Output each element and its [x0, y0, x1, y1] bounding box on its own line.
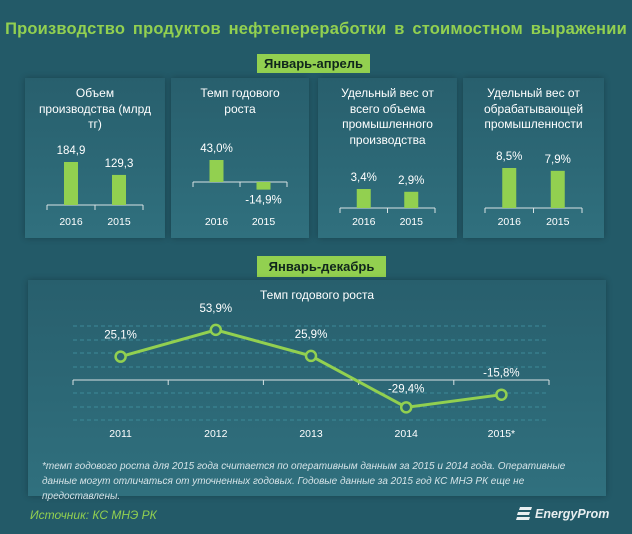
data-label: 8,5% — [496, 151, 522, 163]
x-tick-label: 2016 — [205, 216, 229, 228]
x-tick-label: 2014 — [395, 428, 419, 440]
bar-panel-2: Темп годового роста 43,0% 2016 -14,9% 2015 — [171, 78, 309, 238]
x-tick-label: 2016 — [59, 216, 83, 228]
panel-title: Темп годового роста — [200, 86, 280, 116]
bar-chart: 8,5% 2016 7,9% 2015 — [484, 151, 583, 228]
data-label: -15,8% — [483, 368, 519, 380]
bar-2016 — [64, 162, 78, 205]
data-label: 2,9% — [398, 175, 424, 187]
bar-chart: 43,0% 2016 -14,9% 2015 — [192, 143, 288, 228]
bar-2015 — [550, 170, 565, 208]
data-point-2013 — [304, 349, 318, 363]
logo-text: EnergyProm — [535, 506, 610, 521]
x-tick-label: 2015 — [252, 216, 276, 228]
x-tick-label: 2016 — [498, 216, 522, 228]
data-label: 25,9% — [295, 329, 328, 341]
bar-2015 — [112, 174, 126, 205]
line-chart-title: Темп годового роста — [259, 288, 375, 302]
data-point-2015* — [495, 388, 508, 401]
page-title: Производство продуктов нефтепереработки … — [5, 20, 627, 38]
x-tick-label: 2016 — [352, 216, 376, 228]
energyprom-logo: EnergyProm — [516, 506, 609, 521]
data-label: 3,4% — [351, 172, 377, 184]
data-point-2011 — [114, 350, 127, 363]
data-label: 43,0% — [200, 143, 233, 155]
line-chart: 25,1% 2011 53,9% 2012 25,9% 2013 -29,4% 2014 -15… — [72, 303, 550, 440]
x-tick-label: 2015 — [107, 216, 131, 228]
data-point-2014 — [399, 401, 413, 414]
line-chart-panel: Темп годового роста 25,1% 2011 53,9% 2012 25… — [28, 280, 606, 502]
panel-title: Удельный вес от всего объема промышленно… — [341, 86, 434, 147]
x-tick-label: 2011 — [109, 428, 132, 440]
logo-stripes-icon — [516, 507, 532, 520]
panel-title: Удельный вес от обрабатывающей промышлен… — [483, 86, 584, 131]
bar-panel-3: Удельный вес от всего объема промышленно… — [318, 78, 457, 238]
data-label: 129,3 — [105, 158, 134, 170]
x-tick-label: 2013 — [299, 428, 323, 440]
bar-chart: 184,9 2016 129,3 2015 — [46, 145, 144, 228]
x-tick-label: 2012 — [204, 428, 228, 440]
bar-2016 — [502, 168, 517, 208]
source-text: Источник: КС МНЭ РК — [30, 508, 157, 522]
x-tick-label: 2015 — [400, 216, 424, 228]
x-tick-label: 2015* — [488, 428, 515, 440]
bar-2015 — [404, 191, 419, 208]
bar-panel-1: Объем производства (млрд тг) 184,9 2016 129… — [25, 78, 165, 238]
x-tick-label: 2015 — [546, 216, 570, 228]
bar-2016 — [209, 160, 224, 182]
data-label: -29,4% — [388, 383, 424, 395]
series-line — [120, 328, 502, 409]
data-point-2012 — [209, 323, 223, 337]
panel-title: Объем производства (млрд тг) — [38, 86, 152, 131]
bar-chart: 3,4% 2016 2,9% 2015 — [339, 172, 436, 228]
bar-2015 — [256, 182, 271, 190]
section-label-jan-apr: Январь-апрель — [257, 54, 370, 73]
data-label: 25,1% — [104, 330, 137, 342]
data-label: -14,9% — [245, 195, 281, 207]
data-label: 53,9% — [199, 303, 232, 315]
section-label-jan-dec: Январь-декабрь — [257, 256, 386, 277]
footnote: *темп годового роста для 2015 года счита… — [42, 461, 566, 502]
bar-panel-4: Удельный вес от обрабатывающей промышлен… — [463, 78, 604, 238]
bar-2016 — [356, 189, 371, 208]
data-label: 7,9% — [545, 154, 571, 166]
data-label: 184,9 — [57, 145, 86, 157]
